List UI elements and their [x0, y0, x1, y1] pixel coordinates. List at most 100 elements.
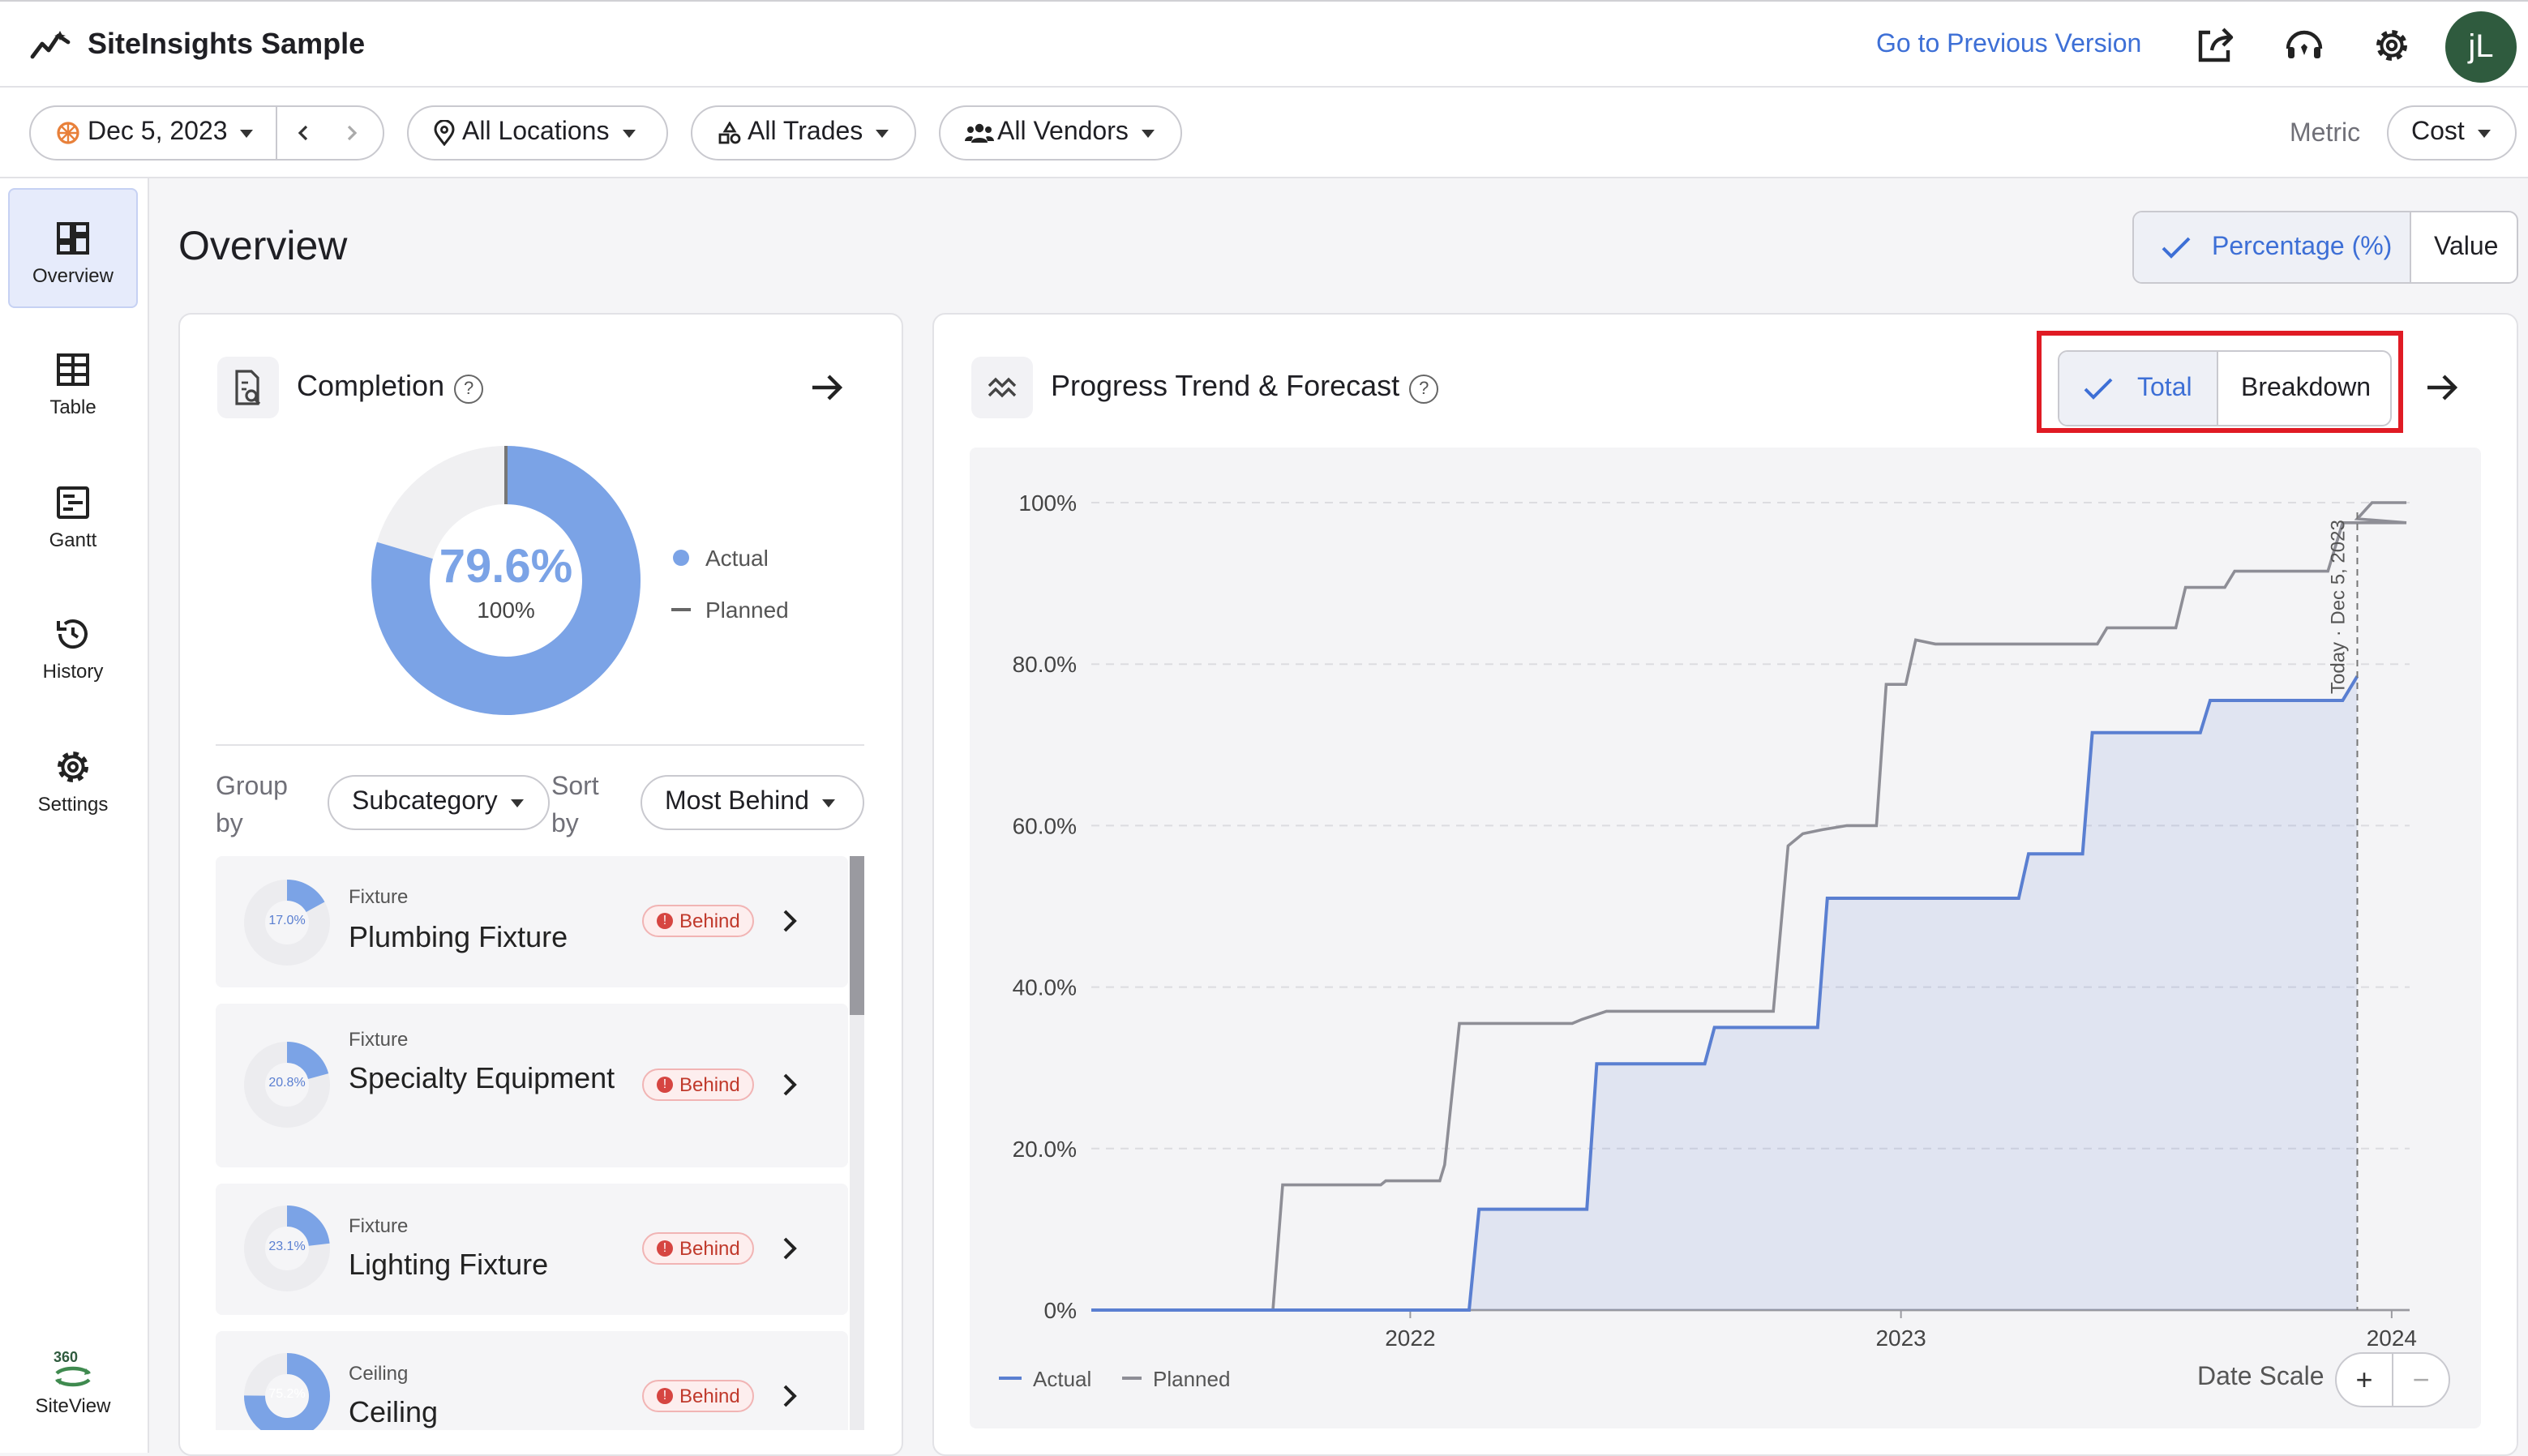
y-tick-label: 100% [1018, 490, 1077, 516]
legend-actual-label: Actual [705, 545, 769, 571]
chevron-right-icon[interactable] [780, 908, 799, 934]
series-line-actual [1091, 675, 2359, 1312]
item-category: Fixture [349, 1214, 409, 1237]
status-text: Behind [679, 1237, 740, 1260]
alert-icon: ! [657, 1077, 673, 1093]
breakdown-option[interactable]: Breakdown [2217, 352, 2390, 425]
metric-select[interactable]: Cost [2387, 105, 2517, 161]
help-icon[interactable]: ? [454, 375, 484, 404]
sidebar-item-table[interactable]: Table [8, 321, 138, 441]
item-percent: 20.8% [268, 1075, 306, 1090]
zoom-out-button[interactable]: − [2392, 1352, 2450, 1407]
item-percent: 23.1% [268, 1239, 306, 1253]
percentage-option[interactable]: Percentage (%) [2134, 212, 2410, 282]
completion-planned-pct: 100% [477, 597, 535, 623]
completion-title: Completion? [297, 370, 484, 404]
chevron-right-icon[interactable] [780, 1072, 799, 1098]
sidebar-item-label: Overview [32, 264, 114, 287]
previous-version-link[interactable]: Go to Previous Version [1876, 31, 2142, 58]
page-title: Overview [178, 224, 348, 269]
list-item[interactable]: 20.8% Fixture Specialty Equipment ! Behin… [216, 1004, 848, 1167]
total-option[interactable]: Total [2059, 352, 2217, 425]
trend-title: Progress Trend & Forecast? [1051, 370, 1439, 404]
progress-trend-chart: 0%20.0%40.0%60.0%80.0%100% 2022 2023 2024 … [999, 490, 2417, 1391]
subcategory-list: 17.0% Fixture Plumbing Fixture ! Behind 2… [216, 856, 864, 1430]
sidebar-item-label: Table [49, 396, 96, 418]
chevron-down-icon [876, 129, 889, 137]
trend-logo-icon [30, 31, 71, 59]
trades-icon [718, 122, 741, 144]
total-label: Total [2137, 374, 2192, 401]
arrow-right-icon[interactable] [809, 371, 845, 404]
sidebar-item-settings[interactable]: Settings [8, 718, 138, 838]
siteview-icon [55, 1366, 91, 1387]
list-item[interactable]: 75.2% Ceiling Ceiling ! Behind [216, 1331, 848, 1430]
chevron-right-icon[interactable] [344, 125, 360, 141]
legend-planned-label: Planned [705, 597, 789, 623]
trend-icon [988, 377, 1017, 398]
sort-by-select[interactable]: Most Behind [641, 775, 864, 830]
vendors-filter[interactable]: All Vendors [939, 105, 1182, 161]
y-tick-label: 40.0% [1013, 975, 1077, 1000]
zoom-in-button[interactable]: + [2335, 1352, 2393, 1407]
gantt-icon [57, 486, 89, 519]
share-icon[interactable] [2194, 24, 2236, 66]
headset-icon[interactable] [2283, 24, 2325, 66]
chevron-right-icon[interactable] [780, 1235, 799, 1261]
sort-by-value: Most Behind [665, 788, 809, 816]
chart-area [970, 448, 2481, 1428]
gear-icon[interactable] [2371, 24, 2413, 66]
y-tick-label: 60.0% [1013, 813, 1077, 838]
list-item[interactable]: 17.0% Fixture Plumbing Fixture ! Behind [216, 856, 848, 987]
mini-donut-progress [286, 1205, 330, 1247]
list-scrollbar-thumb[interactable] [850, 856, 864, 1015]
app-title: SiteInsights Sample [88, 28, 366, 60]
overview-icon [57, 222, 89, 255]
highlight-box [2037, 331, 2403, 433]
actual-area-fill [1091, 676, 2358, 1310]
locations-filter[interactable]: All Locations [407, 105, 668, 161]
y-tick-label: 0% [1044, 1298, 1077, 1323]
status-badge: ! Behind [642, 1380, 755, 1412]
value-option[interactable]: Value [2410, 212, 2517, 282]
item-name: Specialty Equipment [349, 1062, 615, 1094]
status-text: Behind [679, 1385, 740, 1407]
trend-title-text: Progress Trend & Forecast [1051, 370, 1400, 402]
completion-card-icon-box [217, 357, 279, 418]
sidebar-item-overview[interactable]: Overview [8, 188, 138, 308]
list-item[interactable]: 23.1% Fixture Lighting Fixture ! Behind [216, 1184, 848, 1315]
item-name: Ceiling [349, 1396, 439, 1428]
group-by-select[interactable]: Subcategory [328, 775, 550, 830]
mini-progress-donut [244, 880, 330, 966]
location-pin-icon [434, 120, 455, 146]
percentage-label: Percentage (%) [2212, 233, 2393, 260]
value-mode-toggle: Percentage (%) Value [2132, 211, 2518, 284]
vendors-value: All Vendors [997, 118, 1129, 146]
sort-by-label: Sort by [551, 773, 599, 838]
legend-planned-label: Planned [1153, 1367, 1230, 1391]
top-bar: SiteInsights Sample Go to Previous Versi… [0, 0, 2528, 88]
user-avatar[interactable]: jL [2445, 11, 2517, 83]
sidebar-item-siteview[interactable]: 360 SiteView [8, 1333, 138, 1440]
arrow-right-icon[interactable] [2424, 371, 2460, 404]
sidebar-item-gantt[interactable]: Gantt [8, 454, 138, 574]
completion-actual-pct: 79.6% [439, 542, 573, 593]
check-icon [2162, 236, 2191, 258]
item-name: Plumbing Fixture [349, 921, 568, 953]
chevron-left-icon[interactable] [295, 125, 311, 141]
chevron-down-icon [510, 799, 524, 807]
date-value[interactable]: Dec 5, 2023 [88, 118, 228, 146]
chevron-down-icon[interactable] [240, 129, 254, 137]
chevron-right-icon[interactable] [780, 1383, 799, 1409]
sidebar-item-history[interactable]: History [8, 585, 138, 705]
help-icon[interactable]: ? [1409, 375, 1439, 404]
sidebar-item-label: History [42, 660, 104, 683]
y-tick-label: 20.0% [1013, 1137, 1077, 1162]
trades-filter[interactable]: All Trades [691, 105, 916, 161]
check-icon [2084, 377, 2113, 399]
series-line-planned [1091, 501, 2407, 1312]
chevron-down-icon [2477, 129, 2491, 137]
mini-progress-donut [243, 1353, 330, 1430]
vendors-icon [965, 123, 994, 143]
